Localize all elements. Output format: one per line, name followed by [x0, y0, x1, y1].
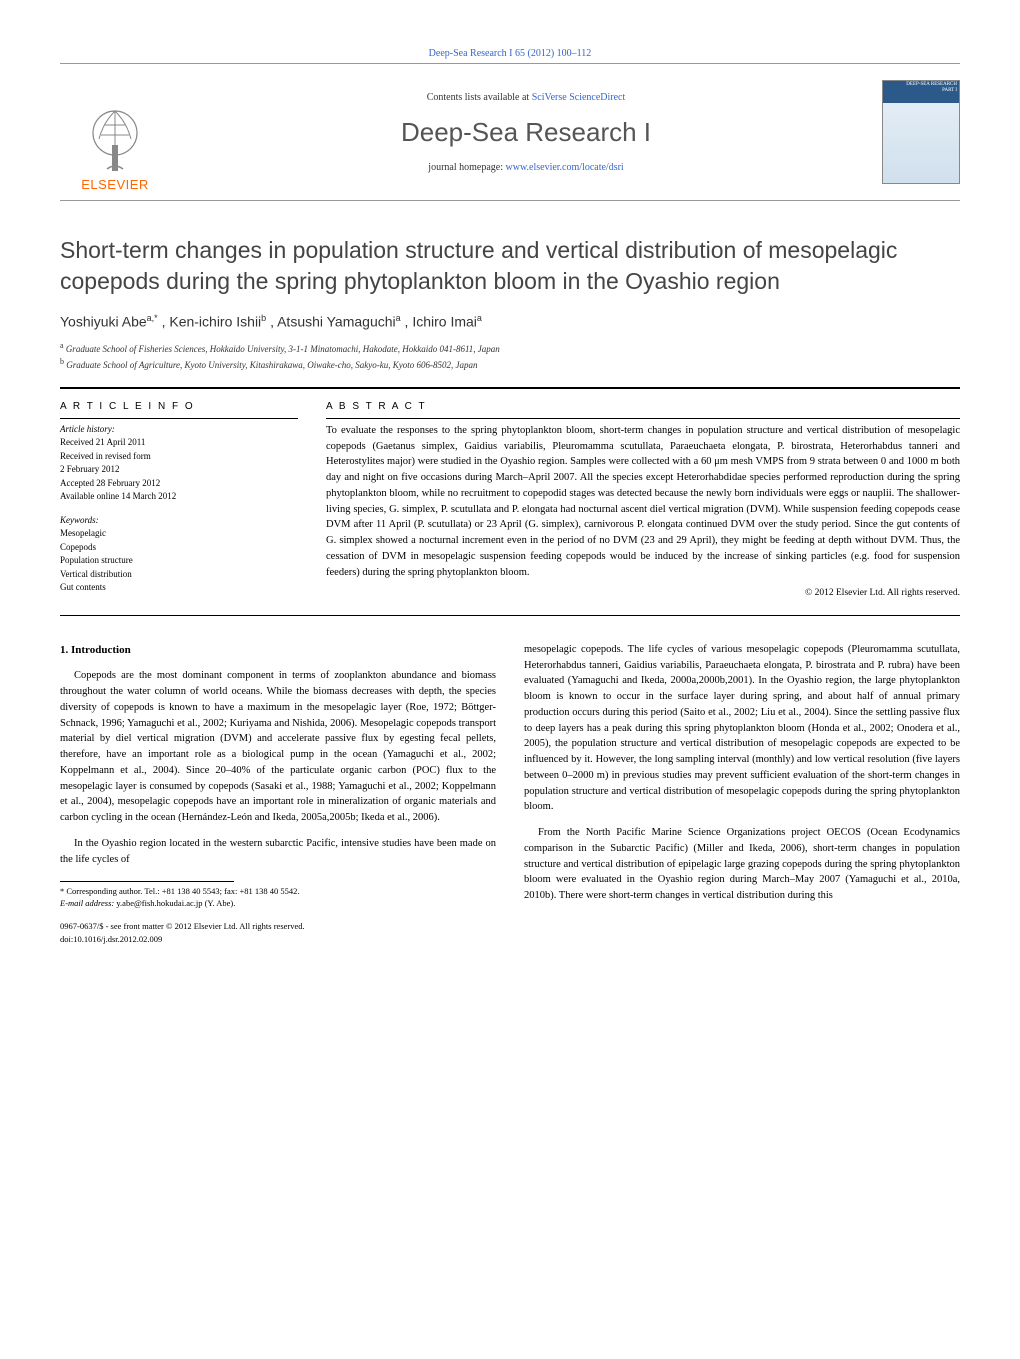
keyword-1: Mesopelagic	[60, 527, 298, 541]
affiliations: a Graduate School of Fisheries Sciences,…	[60, 340, 960, 373]
author-3: , Atsushi Yamaguchi	[270, 314, 396, 330]
history-accepted: Accepted 28 February 2012	[60, 477, 298, 491]
article-title: Short-term changes in population structu…	[60, 235, 960, 297]
article-history: Article history: Received 21 April 2011 …	[60, 423, 298, 504]
footnote-rule	[60, 881, 234, 882]
intro-para-3: mesopelagic copepods. The life cycles of…	[524, 642, 960, 815]
info-abstract-row: A R T I C L E I N F O Article history: R…	[60, 388, 960, 616]
history-online: Available online 14 March 2012	[60, 490, 298, 504]
body-two-column: 1. Introduction Copepods are the most do…	[60, 642, 960, 946]
author-4: , Ichiro Imai	[405, 314, 477, 330]
issn-line: 0967-0637/$ - see front matter © 2012 El…	[60, 920, 496, 933]
journal-cover-thumbnail: DEEP-SEA RESEARCH PART I	[882, 80, 960, 184]
keyword-2: Copepods	[60, 541, 298, 555]
contents-line: Contents lists available at SciVerse Sci…	[170, 92, 882, 103]
cover-label: DEEP-SEA RESEARCH PART I	[906, 82, 957, 93]
homepage-link[interactable]: www.elsevier.com/locate/dsri	[506, 162, 624, 173]
corr-author-line: * Corresponding author. Tel.: +81 138 40…	[60, 886, 496, 898]
intro-para-2: In the Oyashio region located in the wes…	[60, 836, 496, 868]
corr-email: y.abe@fish.hokudai.ac.jp (Y. Abe).	[116, 898, 235, 908]
journal-title: Deep-Sea Research I	[170, 117, 882, 148]
running-head-link[interactable]: Deep-Sea Research I 65 (2012) 100–112	[429, 48, 592, 59]
author-1: Yoshiyuki Abe	[60, 314, 147, 330]
history-revised-2: 2 February 2012	[60, 463, 298, 477]
history-received: Received 21 April 2011	[60, 436, 298, 450]
keywords-block: Keywords: Mesopelagic Copepods Populatio…	[60, 514, 298, 595]
intro-para-1: Copepods are the most dominant component…	[60, 668, 496, 826]
journal-info: Contents lists available at SciVerse Sci…	[170, 92, 882, 173]
history-label: Article history:	[60, 423, 298, 437]
running-head: Deep-Sea Research I 65 (2012) 100–112	[60, 48, 960, 59]
journal-header: ELSEVIER Contents lists available at Sci…	[60, 63, 960, 201]
corresponding-footnote: * Corresponding author. Tel.: +81 138 40…	[60, 886, 496, 910]
keyword-3: Population structure	[60, 554, 298, 568]
cover-line2: PART I	[942, 88, 957, 93]
article-info-head: A R T I C L E I N F O	[60, 399, 298, 419]
author-1-affil: a,*	[147, 313, 158, 323]
abstract-text: To evaluate the responses to the spring …	[326, 423, 960, 581]
affiliation-a: a Graduate School of Fisheries Sciences,…	[60, 340, 960, 357]
sciencedirect-link[interactable]: SciVerse ScienceDirect	[532, 92, 626, 103]
abstract-head: A B S T R A C T	[326, 399, 960, 419]
author-2-affil: b	[261, 313, 266, 323]
doi-line: doi:10.1016/j.dsr.2012.02.009	[60, 933, 496, 946]
elsevier-tree-icon	[85, 105, 145, 175]
cover-line1: DEEP-SEA RESEARCH	[906, 82, 957, 87]
article-info-column: A R T I C L E I N F O Article history: R…	[60, 389, 312, 615]
section-1-heading: 1. Introduction	[60, 642, 496, 659]
author-list: Yoshiyuki Abea,* , Ken-ichiro Ishiib , A…	[60, 313, 960, 330]
publisher-name: ELSEVIER	[81, 177, 149, 192]
history-revised-1: Received in revised form	[60, 450, 298, 464]
publisher-logo: ELSEVIER	[60, 72, 170, 192]
abstract-copyright: © 2012 Elsevier Ltd. All rights reserved…	[326, 586, 960, 600]
affil-a-text: Graduate School of Fisheries Sciences, H…	[64, 344, 500, 354]
homepage-prefix: journal homepage:	[428, 162, 505, 173]
author-2: , Ken-ichiro Ishii	[162, 314, 262, 330]
keyword-4: Vertical distribution	[60, 568, 298, 582]
affil-b-text: Graduate School of Agriculture, Kyoto Un…	[64, 360, 477, 370]
homepage-line: journal homepage: www.elsevier.com/locat…	[170, 162, 882, 173]
intro-para-4: From the North Pacific Marine Science Or…	[524, 825, 960, 904]
keyword-5: Gut contents	[60, 581, 298, 595]
contents-prefix: Contents lists available at	[427, 92, 532, 103]
right-column: mesopelagic copepods. The life cycles of…	[524, 642, 960, 946]
email-label: E-mail address:	[60, 898, 116, 908]
abstract-column: A B S T R A C T To evaluate the response…	[312, 389, 960, 615]
affiliation-b: b Graduate School of Agriculture, Kyoto …	[60, 356, 960, 373]
left-column: 1. Introduction Copepods are the most do…	[60, 642, 496, 946]
author-3-affil: a	[396, 313, 401, 323]
keywords-label: Keywords:	[60, 514, 298, 528]
corr-email-line: E-mail address: y.abe@fish.hokudai.ac.jp…	[60, 898, 496, 910]
author-4-affil: a	[477, 313, 482, 323]
